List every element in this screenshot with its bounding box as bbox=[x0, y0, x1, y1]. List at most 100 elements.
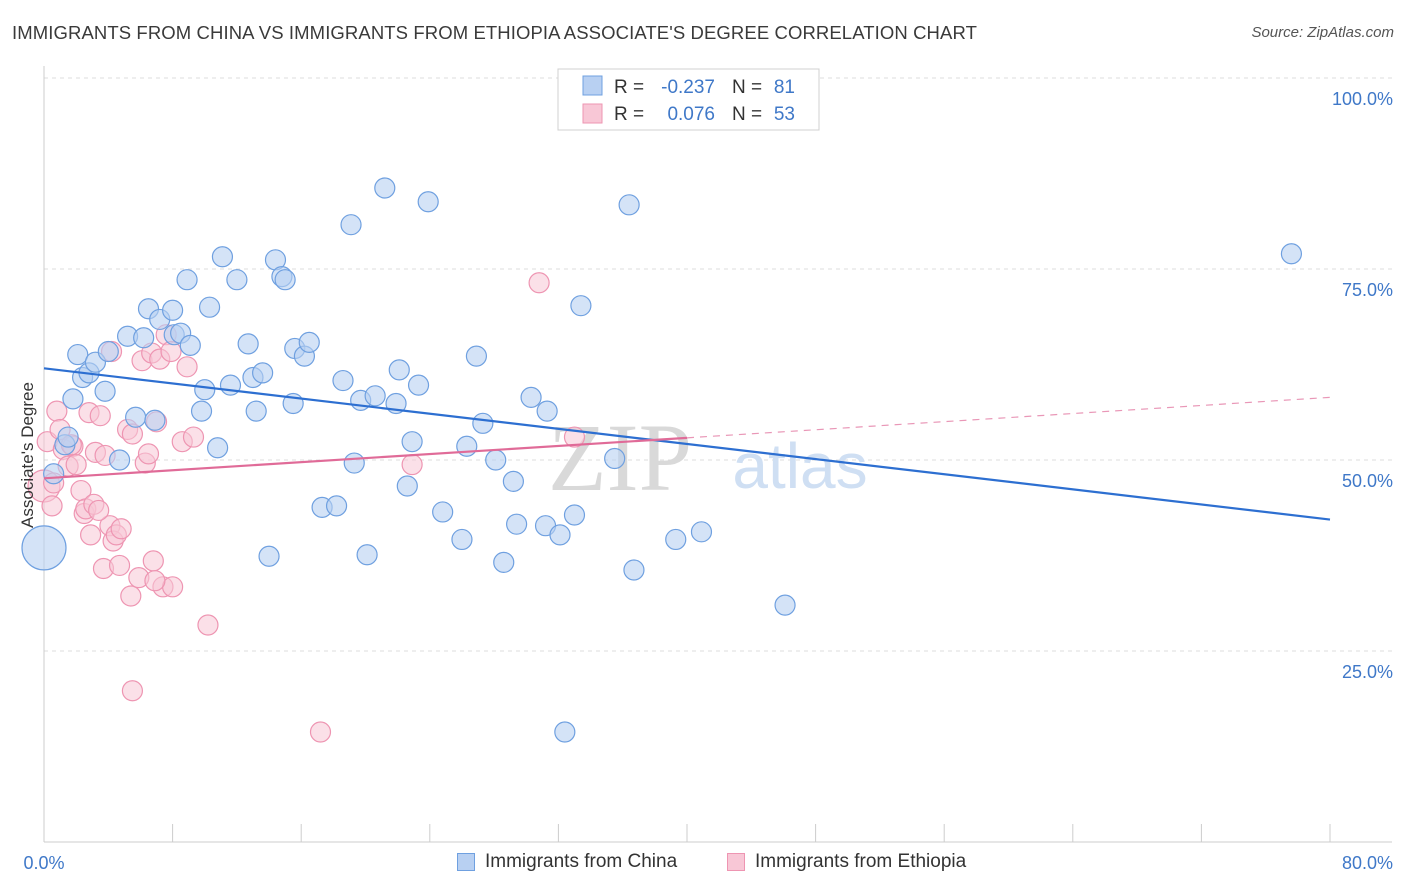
ethiopia-point bbox=[110, 518, 132, 540]
ethiopia-point bbox=[89, 405, 111, 427]
ethiopia-trend-line bbox=[43, 436, 688, 480]
x-tick-label: 80.0% bbox=[1342, 853, 1393, 873]
china-point bbox=[618, 194, 640, 216]
stats-legend: R = -0.237 N = 81 R = 0.076 N = 53 bbox=[557, 68, 820, 131]
grid-lines bbox=[44, 77, 1392, 652]
china-point bbox=[604, 447, 626, 470]
china-point bbox=[176, 269, 198, 291]
china-points bbox=[21, 177, 1303, 743]
ethiopia-point bbox=[120, 585, 142, 607]
china-point bbox=[374, 177, 396, 199]
china-point bbox=[207, 437, 229, 459]
china-point bbox=[472, 412, 494, 434]
china-point bbox=[198, 296, 221, 318]
china-point bbox=[57, 426, 79, 448]
china-point bbox=[245, 400, 267, 422]
x-tick-label: 0.0% bbox=[23, 853, 64, 873]
china-point bbox=[179, 334, 201, 356]
legend-label-ethiopia: Immigrants from Ethiopia bbox=[755, 851, 967, 872]
ethiopia-point bbox=[65, 453, 87, 476]
china-point bbox=[194, 379, 216, 401]
china-point bbox=[1280, 243, 1303, 265]
ethiopia-point bbox=[528, 272, 550, 294]
china-point bbox=[125, 406, 147, 428]
china-point bbox=[623, 559, 645, 581]
china-point bbox=[665, 528, 687, 551]
china-point bbox=[62, 388, 84, 410]
china-trend-line bbox=[43, 367, 1331, 521]
china-point bbox=[190, 400, 213, 422]
ethiopia-point bbox=[309, 721, 332, 743]
china-point bbox=[401, 431, 423, 453]
china-n-value: 81 bbox=[774, 77, 795, 98]
china-point bbox=[356, 544, 378, 566]
y-tick-label: 25.0% bbox=[1342, 662, 1393, 682]
ethiopia-point bbox=[121, 680, 144, 702]
china-swatch bbox=[582, 75, 603, 96]
china-point bbox=[133, 327, 155, 349]
tick-labels: 25.0% 50.0% 75.0% 100.0% 0.0% 80.0% bbox=[23, 89, 1393, 873]
china-point bbox=[343, 452, 365, 474]
ethiopia-point bbox=[108, 554, 131, 577]
y-tick-label: 75.0% bbox=[1342, 280, 1393, 300]
china-point bbox=[520, 386, 542, 408]
china-point bbox=[237, 333, 259, 355]
china-r-label: R = bbox=[614, 77, 644, 98]
legend-item-china[interactable]: Immigrants from China bbox=[457, 851, 677, 873]
china-point bbox=[108, 449, 131, 471]
y-tick-label: 50.0% bbox=[1342, 471, 1393, 491]
china-point bbox=[502, 470, 524, 492]
ethiopia-point bbox=[197, 614, 219, 636]
ethiopia-point bbox=[88, 499, 110, 522]
china-point bbox=[506, 513, 528, 535]
watermark: ZIP atlas bbox=[548, 404, 868, 511]
china-point bbox=[485, 449, 507, 471]
china-point bbox=[388, 359, 410, 381]
china-point bbox=[298, 331, 320, 353]
legend-label-china: Immigrants from China bbox=[485, 851, 678, 872]
chart-title: IMMIGRANTS FROM CHINA VS IMMIGRANTS FROM… bbox=[12, 22, 977, 43]
china-point bbox=[274, 269, 296, 291]
china-point bbox=[97, 340, 119, 363]
ethiopia-swatch bbox=[582, 103, 603, 124]
ethiopia-point bbox=[137, 443, 160, 465]
china-point bbox=[226, 269, 248, 291]
china-point bbox=[432, 501, 454, 523]
china-point bbox=[94, 380, 116, 402]
china-point bbox=[162, 299, 184, 321]
china-point bbox=[554, 721, 576, 743]
source-label: Source: ZipAtlas.com bbox=[1251, 24, 1394, 41]
ethiopia-n-value: 53 bbox=[774, 104, 795, 125]
y-axis-label: Associate's Degree bbox=[18, 382, 37, 528]
y-tick-label: 100.0% bbox=[1332, 89, 1393, 109]
china-point bbox=[465, 345, 488, 367]
trend-lines bbox=[43, 367, 1331, 521]
ethiopia-point bbox=[41, 495, 63, 517]
legend-item-ethiopia[interactable]: Immigrants from Ethiopia bbox=[727, 851, 966, 873]
china-point bbox=[252, 362, 274, 384]
china-r-value: -0.237 bbox=[661, 77, 715, 98]
china-point bbox=[396, 475, 418, 497]
china-point bbox=[364, 385, 386, 407]
china-point bbox=[563, 504, 586, 526]
china-point bbox=[258, 545, 280, 567]
legend-swatch-china bbox=[457, 853, 475, 871]
china-point bbox=[417, 191, 439, 213]
china-point bbox=[340, 214, 362, 236]
bottom-legend: Immigrants from China Immigrants from Et… bbox=[0, 851, 1406, 879]
ethiopia-n-label: N = bbox=[732, 104, 762, 125]
watermark-atlas: atlas bbox=[732, 430, 867, 502]
china-point bbox=[67, 343, 89, 366]
ethiopia-point bbox=[401, 453, 423, 476]
china-point bbox=[493, 551, 515, 573]
china-point bbox=[332, 369, 354, 392]
china-n-label: N = bbox=[732, 77, 762, 98]
china-point bbox=[144, 409, 166, 431]
china-point bbox=[690, 521, 713, 543]
ethiopia-point bbox=[176, 356, 198, 378]
ethiopia-point bbox=[144, 570, 166, 592]
ethiopia-point bbox=[182, 426, 205, 448]
china-point bbox=[21, 525, 67, 571]
ethiopia-point bbox=[80, 524, 102, 546]
